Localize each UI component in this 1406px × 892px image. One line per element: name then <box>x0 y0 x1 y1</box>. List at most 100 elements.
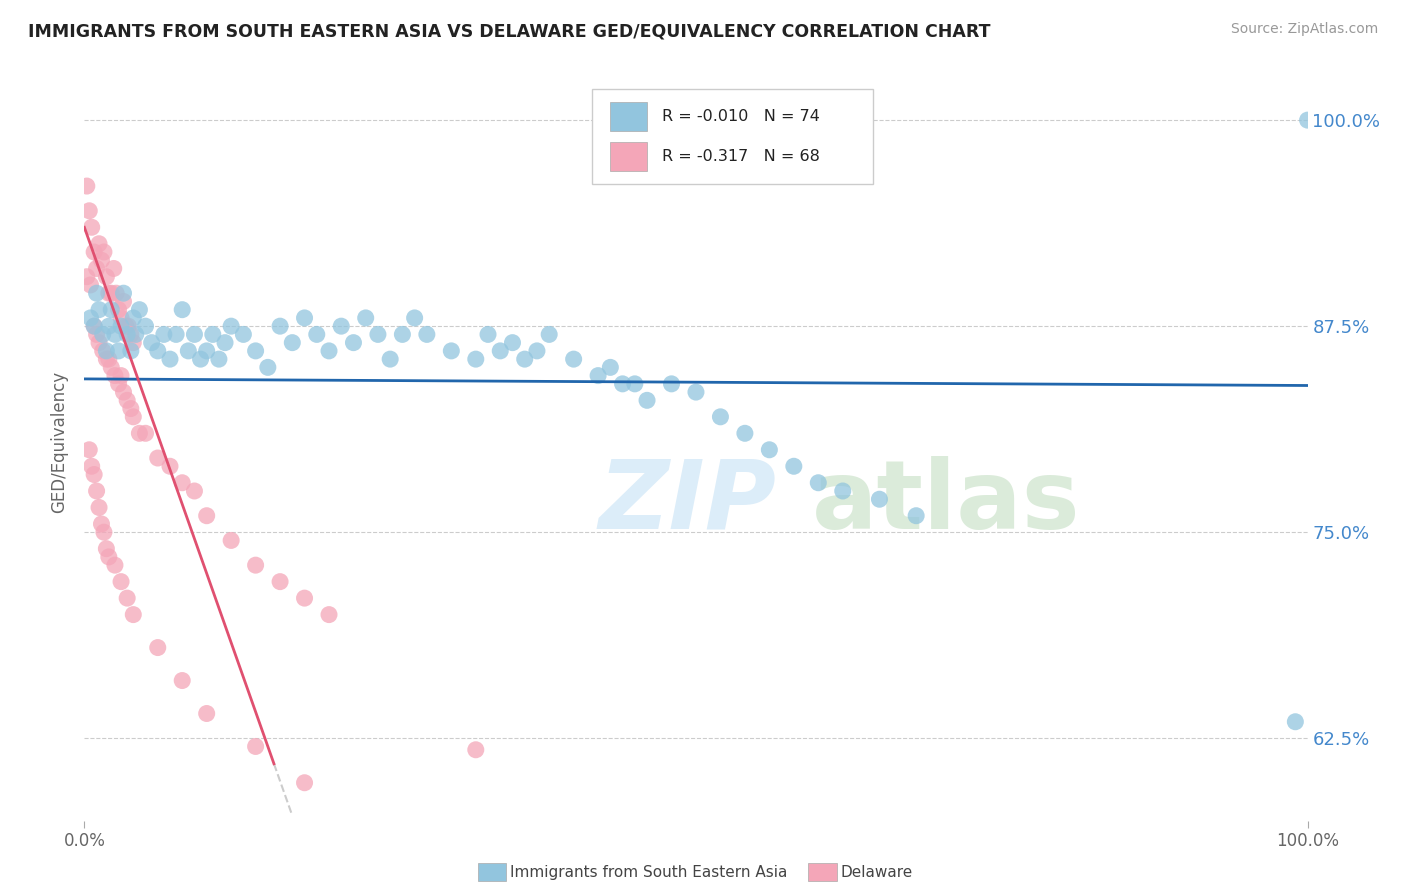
Point <box>245 739 267 754</box>
Point <box>96 541 118 556</box>
Point <box>104 368 127 383</box>
Text: R = -0.317   N = 68: R = -0.317 N = 68 <box>662 149 820 164</box>
Point <box>135 426 157 441</box>
Point <box>80 459 103 474</box>
Point <box>110 368 132 383</box>
Text: Immigrants from South Eastern Asia: Immigrants from South Eastern Asia <box>510 865 787 880</box>
Point <box>330 319 353 334</box>
Point <box>76 269 98 284</box>
Point <box>90 253 112 268</box>
Point <box>86 483 108 498</box>
Point <box>146 343 169 358</box>
Point <box>115 327 138 342</box>
Point <box>734 426 756 441</box>
Point <box>125 327 148 342</box>
Point <box>90 516 112 531</box>
Point <box>97 319 120 334</box>
Point <box>172 302 194 317</box>
Point <box>538 327 561 342</box>
Point <box>141 335 163 350</box>
Point <box>489 343 512 358</box>
Point <box>83 319 105 334</box>
Point <box>294 591 316 606</box>
Text: Source: ZipAtlas.com: Source: ZipAtlas.com <box>1230 22 1378 37</box>
Point <box>526 343 548 358</box>
Point <box>245 343 267 358</box>
Point <box>208 352 231 367</box>
Point <box>112 294 135 309</box>
Point <box>103 261 125 276</box>
Point <box>214 335 236 350</box>
Point <box>110 319 132 334</box>
Point <box>269 319 291 334</box>
Point <box>513 352 536 367</box>
Point <box>128 426 150 441</box>
Point <box>100 302 122 317</box>
Point <box>97 352 120 367</box>
Point <box>79 277 101 292</box>
Point <box>91 343 114 358</box>
Point <box>97 549 120 564</box>
Point <box>120 401 142 416</box>
Point <box>201 327 224 342</box>
Point <box>195 508 218 523</box>
Point <box>586 368 609 383</box>
Point <box>112 286 135 301</box>
Point <box>115 591 138 606</box>
Point <box>783 459 806 474</box>
Point <box>159 352 181 367</box>
Point <box>318 607 340 622</box>
Point <box>183 327 205 342</box>
Point <box>107 302 129 317</box>
Point <box>77 442 100 457</box>
Point <box>87 335 110 350</box>
Point <box>87 302 110 317</box>
Point <box>117 319 139 334</box>
Point <box>105 286 128 301</box>
Point <box>110 310 132 325</box>
Point <box>440 343 463 358</box>
Point <box>758 442 780 457</box>
Point <box>79 310 101 325</box>
Point <box>624 376 647 391</box>
Point <box>404 310 426 325</box>
FancyBboxPatch shape <box>592 89 873 184</box>
Point <box>93 244 115 259</box>
Point <box>87 500 110 515</box>
Point <box>165 327 187 342</box>
Point <box>318 343 340 358</box>
Point <box>122 310 145 325</box>
Point <box>685 385 707 400</box>
Point <box>367 327 389 342</box>
Y-axis label: GED/Equivalency: GED/Equivalency <box>51 370 69 513</box>
Point <box>807 475 830 490</box>
Point <box>195 343 218 358</box>
Point <box>83 319 105 334</box>
Point <box>281 335 304 350</box>
Point <box>104 558 127 573</box>
Point <box>219 319 242 334</box>
Point <box>354 310 377 325</box>
Point <box>96 352 118 367</box>
Point <box>502 335 524 350</box>
Point <box>195 706 218 721</box>
Point <box>100 360 122 375</box>
Point <box>636 393 658 408</box>
Point <box>190 352 212 367</box>
Point <box>464 352 486 367</box>
Point <box>100 286 122 301</box>
Point <box>159 459 181 474</box>
Point <box>80 220 103 235</box>
Point <box>104 327 127 342</box>
Point <box>110 574 132 589</box>
Text: IMMIGRANTS FROM SOUTH EASTERN ASIA VS DELAWARE GED/EQUIVALENCY CORRELATION CHART: IMMIGRANTS FROM SOUTH EASTERN ASIA VS DE… <box>28 22 991 40</box>
Point <box>86 286 108 301</box>
Point <box>76 179 98 194</box>
Point <box>391 327 413 342</box>
Point <box>91 327 114 342</box>
Point <box>135 319 157 334</box>
Point <box>86 327 108 342</box>
Point <box>380 352 402 367</box>
Point <box>612 376 634 391</box>
Point <box>709 409 731 424</box>
